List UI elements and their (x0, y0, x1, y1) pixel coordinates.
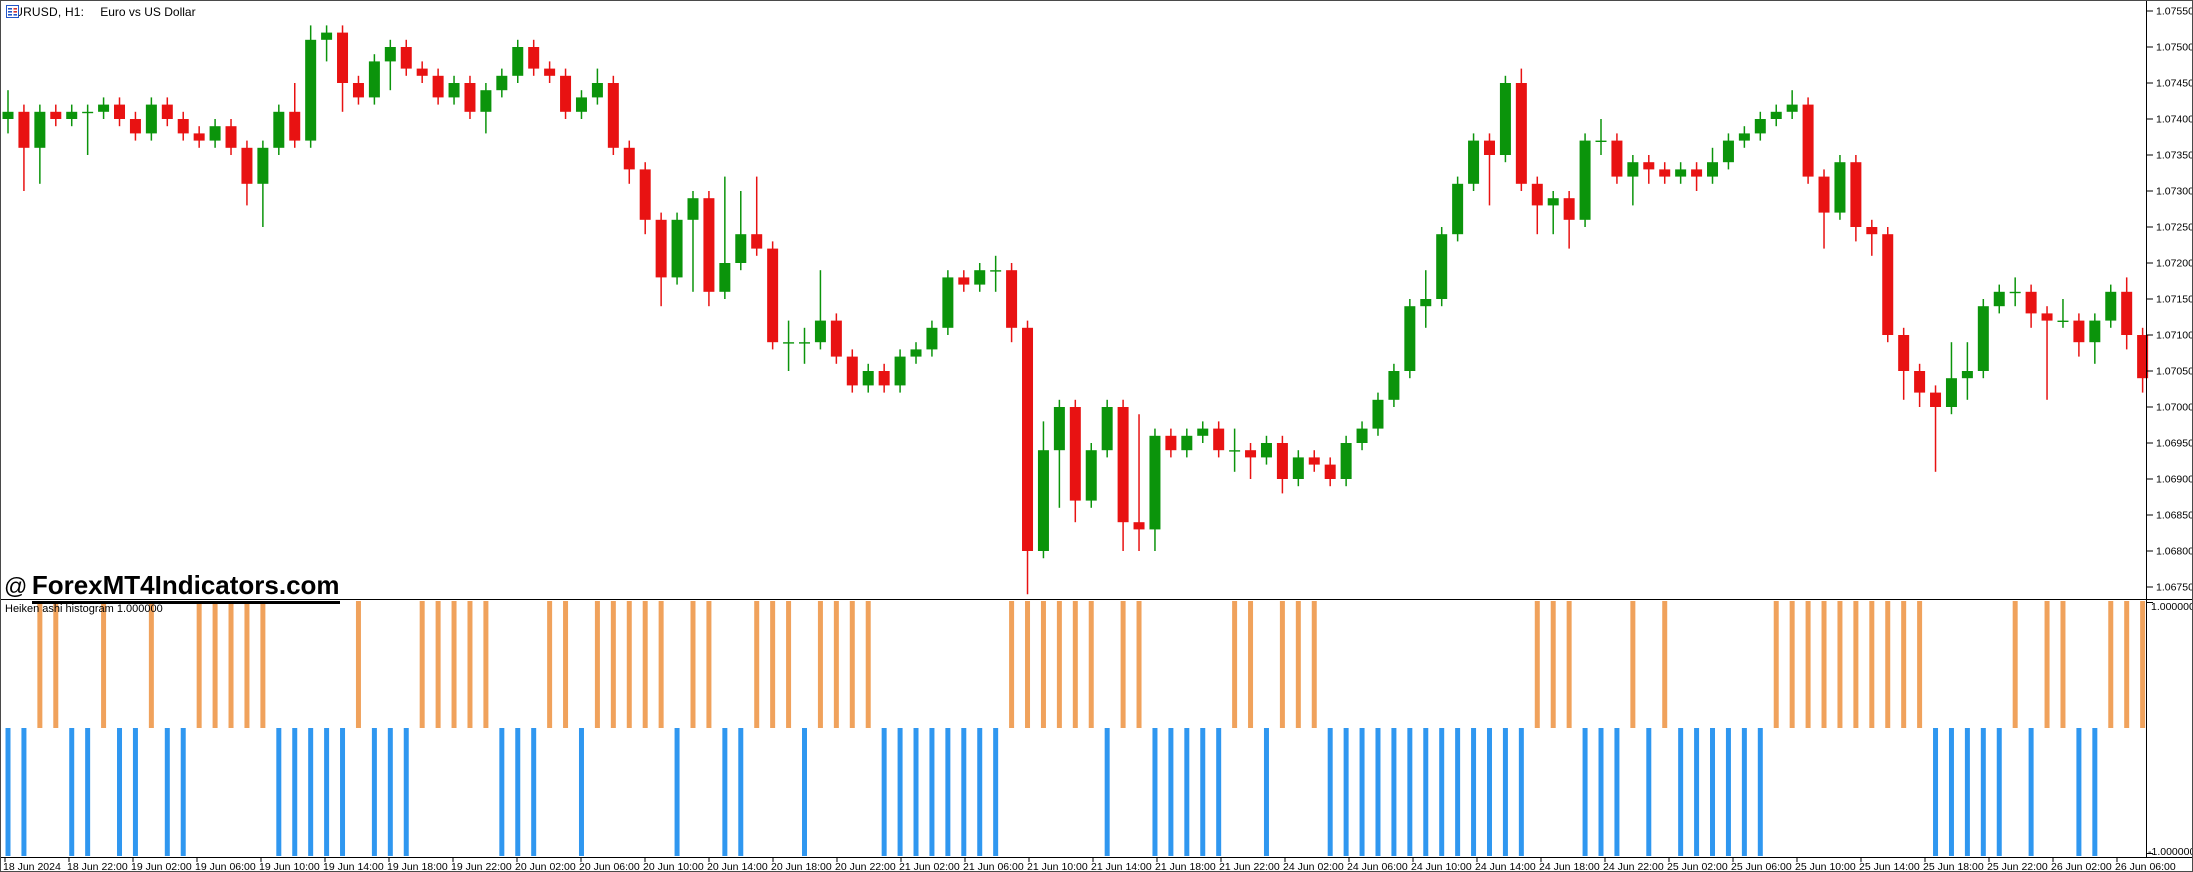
svg-text:1.07100: 1.07100 (2156, 330, 2193, 342)
svg-text:1.07550: 1.07550 (2156, 6, 2193, 18)
svg-text:18 Jun 22:00: 18 Jun 22:00 (67, 861, 128, 872)
svg-text:1.07200: 1.07200 (2156, 258, 2193, 270)
svg-text:21 Jun 06:00: 21 Jun 06:00 (963, 861, 1024, 872)
svg-text:21 Jun 10:00: 21 Jun 10:00 (1027, 861, 1088, 872)
chart-window-icon (6, 5, 19, 18)
svg-text:24 Jun 02:00: 24 Jun 02:00 (1283, 861, 1344, 872)
svg-text:1.07150: 1.07150 (2156, 294, 2193, 306)
chart-title: EURUSD, H1: Euro vs US Dollar (6, 5, 196, 19)
watermark: @ ForexMT4Indicators.com (4, 570, 340, 604)
svg-text:1.06800: 1.06800 (2156, 546, 2193, 558)
svg-text:19 Jun 22:00: 19 Jun 22:00 (451, 861, 512, 872)
svg-text:1.07500: 1.07500 (2156, 42, 2193, 54)
svg-text:1.06850: 1.06850 (2156, 510, 2193, 522)
svg-text:20 Jun 14:00: 20 Jun 14:00 (707, 861, 768, 872)
svg-text:21 Jun 18:00: 21 Jun 18:00 (1155, 861, 1216, 872)
indicator-axis-max-label: 1.000000 (2151, 601, 2193, 613)
svg-text:25 Jun 06:00: 25 Jun 06:00 (1731, 861, 1792, 872)
svg-text:20 Jun 06:00: 20 Jun 06:00 (579, 861, 640, 872)
svg-text:24 Jun 14:00: 24 Jun 14:00 (1475, 861, 1536, 872)
svg-text:1.06900: 1.06900 (2156, 474, 2193, 486)
svg-text:19 Jun 18:00: 19 Jun 18:00 (387, 861, 448, 872)
svg-text:25 Jun 22:00: 25 Jun 22:00 (1987, 861, 2048, 872)
svg-text:19 Jun 02:00: 19 Jun 02:00 (131, 861, 192, 872)
svg-text:24 Jun 06:00: 24 Jun 06:00 (1347, 861, 1408, 872)
watermark-site-name: ForexMT4Indicators.com (31, 570, 340, 604)
svg-text:26 Jun 02:00: 26 Jun 02:00 (2051, 861, 2112, 872)
svg-text:20 Jun 10:00: 20 Jun 10:00 (643, 861, 704, 872)
time-axis-labels: 18 Jun 2024 18 Jun 22:00 19 Jun 02:00 19 Ju… (3, 861, 2176, 872)
watermark-at-sign: @ (4, 573, 28, 599)
svg-text:18 Jun 2024: 18 Jun 2024 (3, 861, 61, 872)
svg-text:1.07400: 1.07400 (2156, 114, 2193, 126)
heiken-ashi-histogram-series (5, 601, 2146, 856)
indicator-axis-min-label: -1.000000 (2148, 846, 2193, 858)
svg-text:24 Jun 22:00: 24 Jun 22:00 (1603, 861, 1664, 872)
svg-text:19 Jun 06:00: 19 Jun 06:00 (195, 861, 256, 872)
svg-text:21 Jun 02:00: 21 Jun 02:00 (899, 861, 960, 872)
svg-text:25 Jun 14:00: 25 Jun 14:00 (1859, 861, 1920, 872)
svg-text:20 Jun 18:00: 20 Jun 18:00 (771, 861, 832, 872)
svg-text:19 Jun 10:00: 19 Jun 10:00 (259, 861, 320, 872)
svg-text:1.07000: 1.07000 (2156, 402, 2193, 414)
svg-text:1.07350: 1.07350 (2156, 150, 2193, 162)
svg-text:26 Jun 06:00: 26 Jun 06:00 (2115, 861, 2176, 872)
svg-text:25 Jun 10:00: 25 Jun 10:00 (1795, 861, 1856, 872)
svg-text:1.07450: 1.07450 (2156, 78, 2193, 90)
svg-text:25 Jun 18:00: 25 Jun 18:00 (1923, 861, 1984, 872)
svg-text:1.07050: 1.07050 (2156, 366, 2193, 378)
svg-text:1.07300: 1.07300 (2156, 186, 2193, 198)
indicator-name-label: Heiken ashi histogram 1.000000 (5, 603, 163, 615)
svg-text:20 Jun 02:00: 20 Jun 02:00 (515, 861, 576, 872)
candlestick-series (2, 25, 2149, 595)
svg-text:20 Jun 22:00: 20 Jun 22:00 (835, 861, 896, 872)
symbol-description-label: Euro vs US Dollar (100, 5, 196, 19)
svg-text:1.06750: 1.06750 (2156, 582, 2193, 594)
svg-text:19 Jun 14:00: 19 Jun 14:00 (323, 861, 384, 872)
price-axis-labels: 1.07550 1.07500 1.07450 1.07400 1.07350 1.073… (2156, 6, 2193, 594)
svg-text:25 Jun 02:00: 25 Jun 02:00 (1667, 861, 1728, 872)
svg-text:1.07250: 1.07250 (2156, 222, 2193, 234)
svg-text:21 Jun 14:00: 21 Jun 14:00 (1091, 861, 1152, 872)
symbol-period-label: EURUSD, H1: (6, 5, 85, 19)
svg-text:1.06950: 1.06950 (2156, 438, 2193, 450)
svg-text:24 Jun 10:00: 24 Jun 10:00 (1411, 861, 1472, 872)
svg-text:21 Jun 22:00: 21 Jun 22:00 (1219, 861, 1280, 872)
svg-text:24 Jun 18:00: 24 Jun 18:00 (1539, 861, 1600, 872)
